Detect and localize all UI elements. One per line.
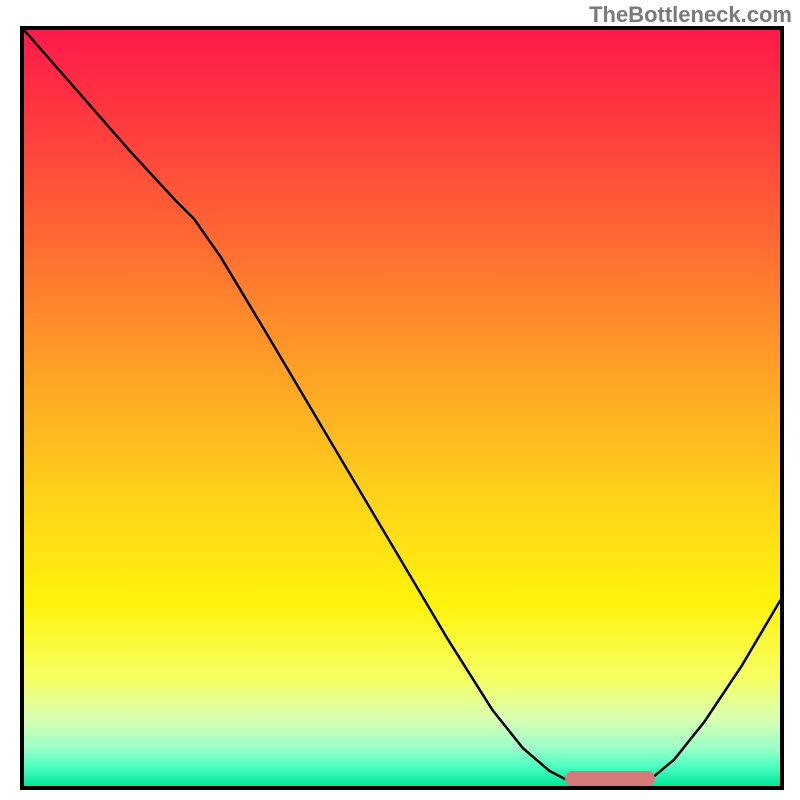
watermark-text: TheBottleneck.com: [589, 2, 792, 28]
chart-container: TheBottleneck.com: [0, 0, 800, 800]
optimal-range-marker: [565, 771, 656, 786]
plot-area: [20, 26, 784, 790]
bottleneck-curve: [24, 30, 780, 786]
